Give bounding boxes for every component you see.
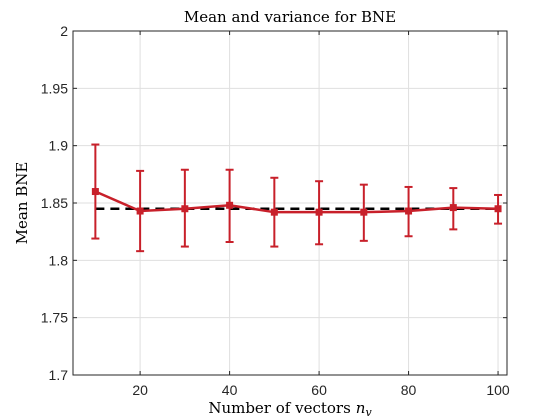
data-point [494, 205, 502, 213]
data-point [181, 205, 189, 213]
y-tick-label: 1.95 [41, 80, 68, 96]
y-axis-label: Mean BNE [13, 162, 31, 245]
x-tick-label: 40 [222, 382, 238, 398]
x-axis-label-subscript: v [365, 406, 372, 419]
y-tick-label: 1.8 [49, 252, 69, 268]
y-tick-label: 1.75 [41, 310, 68, 326]
grid [73, 30, 507, 376]
data-point [405, 207, 413, 215]
data-point [449, 204, 457, 212]
x-axis-label-text: Number of vectors [208, 399, 350, 417]
y-tick-label: 1.7 [49, 367, 69, 383]
x-tick-label: 80 [401, 382, 417, 398]
data-point [315, 208, 323, 216]
plot-series [91, 143, 503, 253]
y-tick-label: 2 [60, 23, 68, 39]
x-tick-label: 20 [132, 382, 148, 398]
x-axis-label-symbol: n [356, 399, 366, 417]
data-point [136, 207, 144, 215]
x-tick-label: 60 [311, 382, 327, 398]
chart-title: Mean and variance for BNE [184, 8, 396, 26]
data-point [360, 208, 368, 216]
tick-labels: 20 40 60 80 100 1.7 1.75 1.8 1.85 1.9 1.95 2 [41, 23, 510, 398]
x-axis-label: Number of vectors nv [208, 399, 372, 419]
mean-line [94, 190, 499, 214]
data-point [91, 188, 99, 196]
x-tick-label: 100 [486, 382, 510, 398]
y-tick-label: 1.9 [49, 138, 69, 154]
data-point [226, 201, 234, 209]
y-tick-label: 1.85 [41, 195, 68, 211]
data-point [270, 208, 278, 216]
